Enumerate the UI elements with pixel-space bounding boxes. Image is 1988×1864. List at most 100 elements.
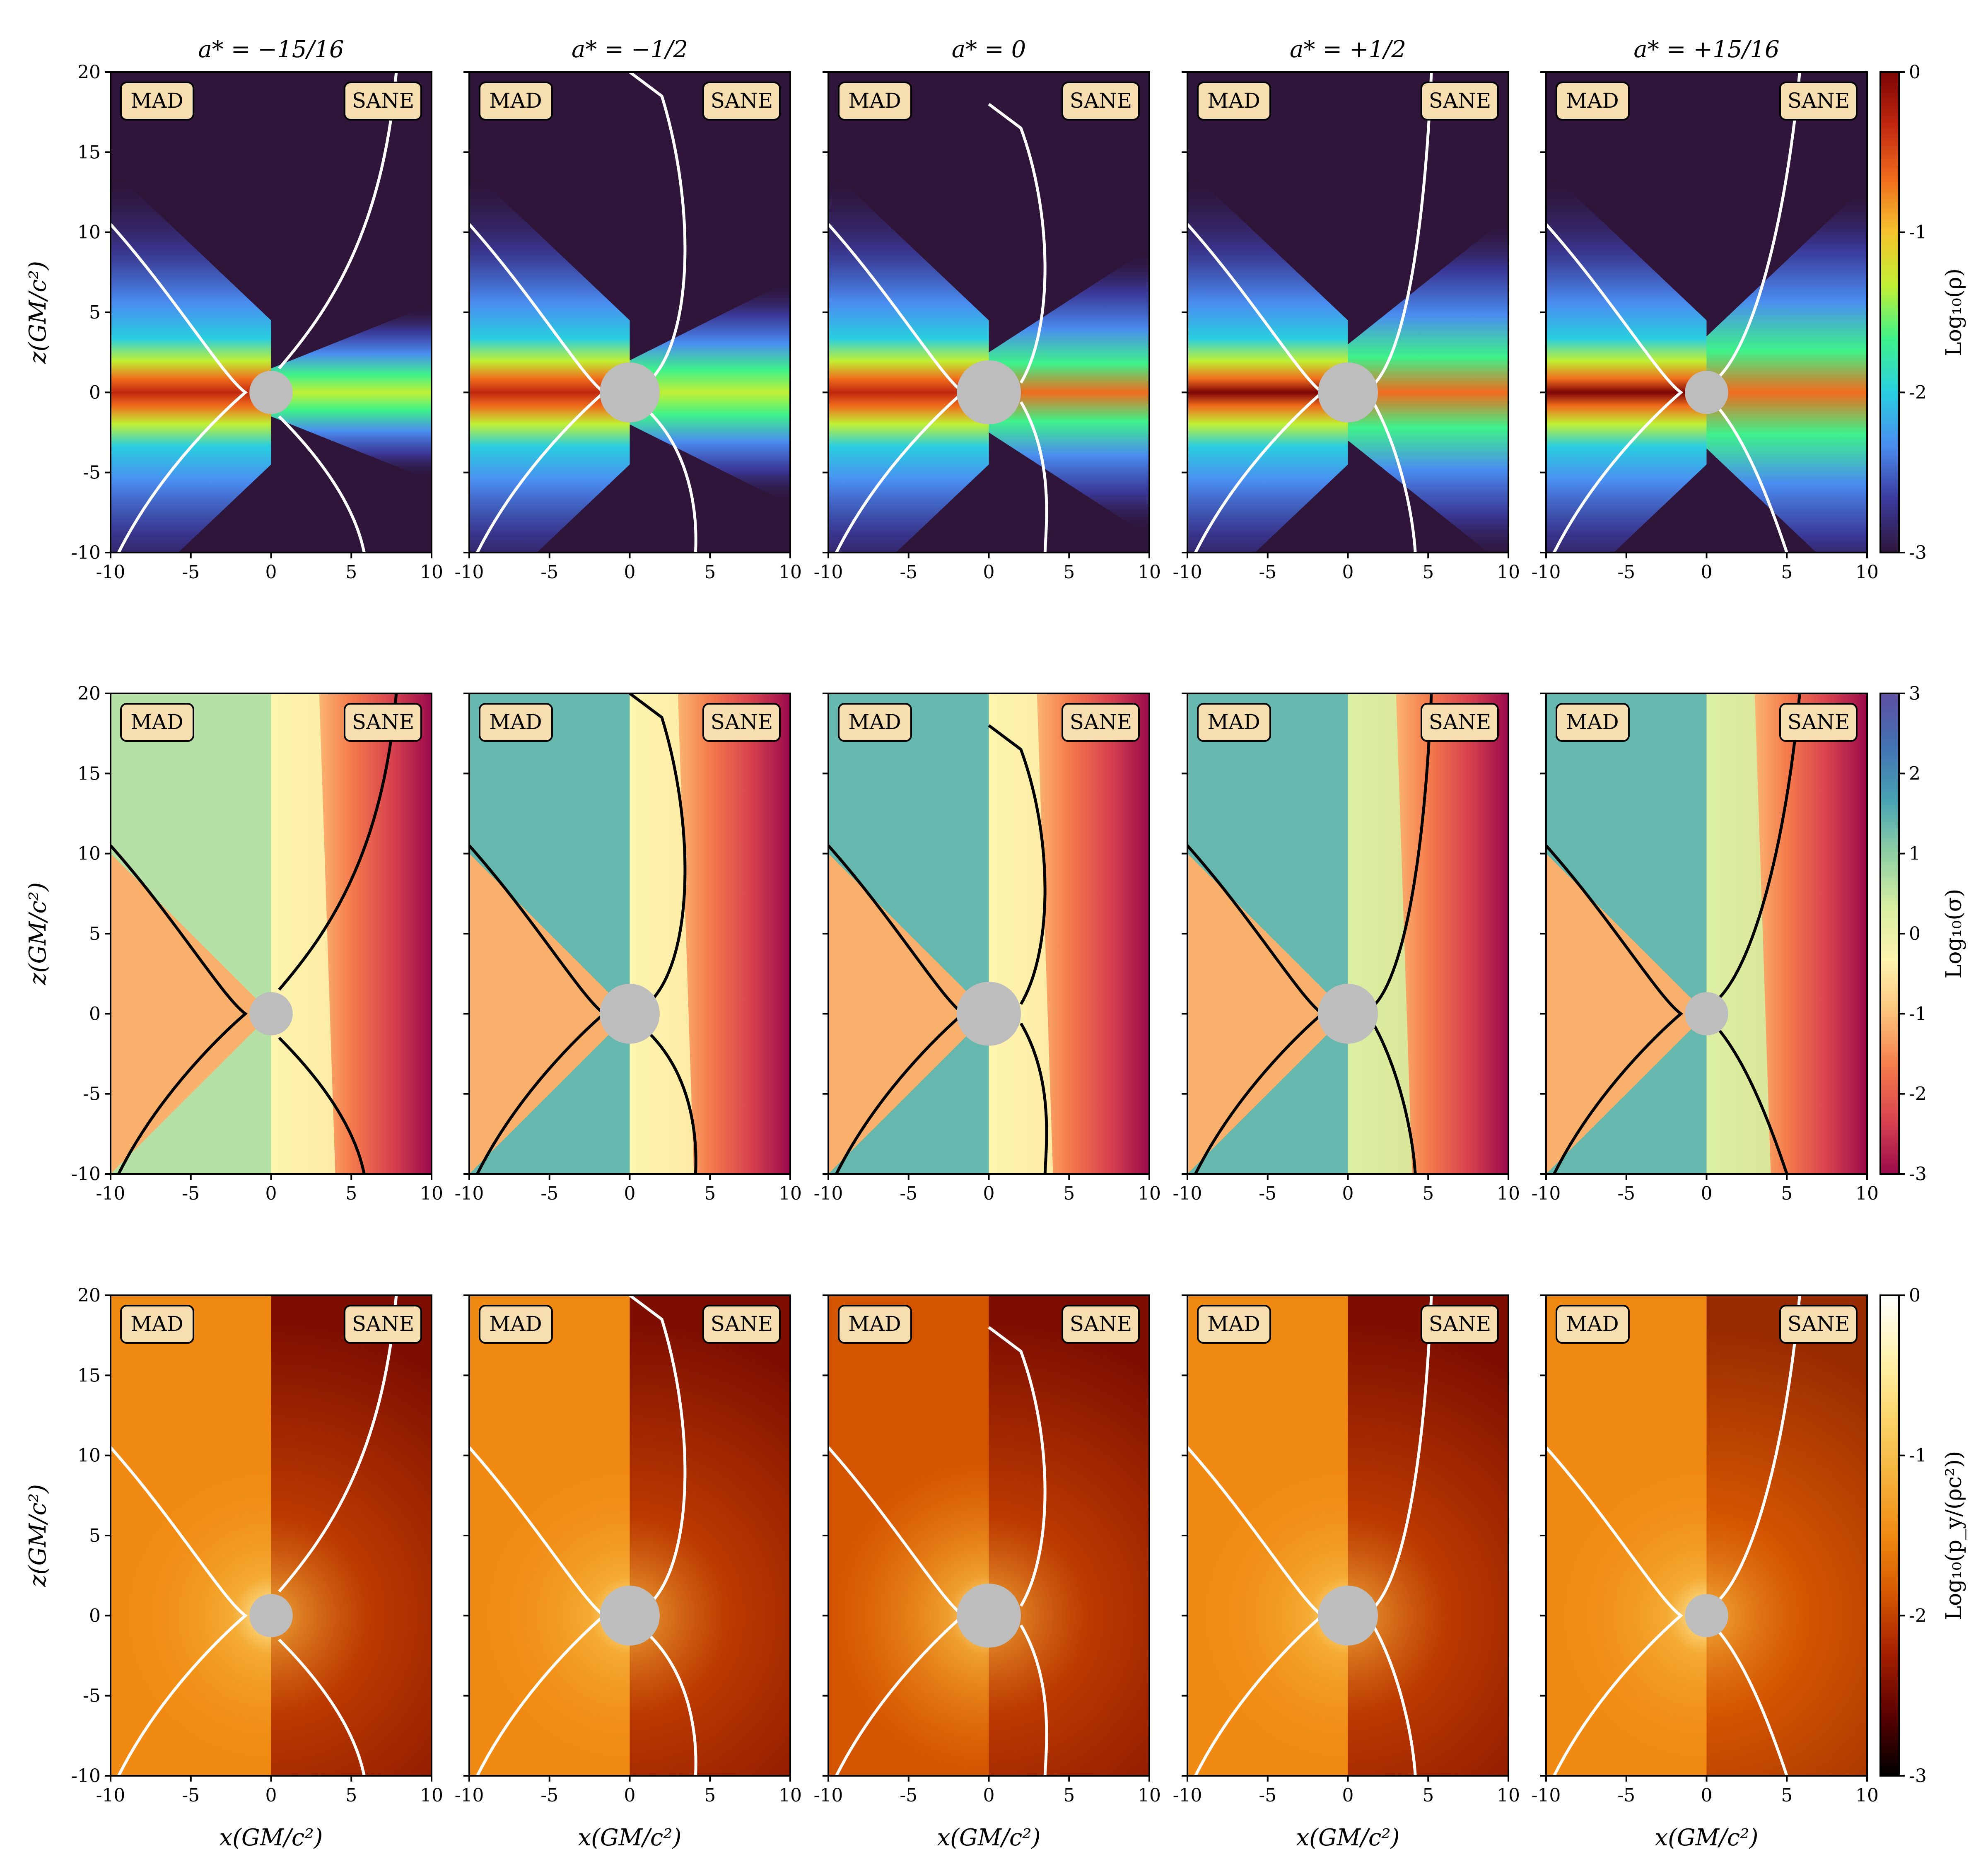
x-tick-label: 0 bbox=[265, 562, 277, 583]
black-hole-horizon bbox=[249, 371, 293, 414]
y-tick-label: 5 bbox=[89, 1525, 101, 1546]
colorbar-tick-label: 2 bbox=[1909, 763, 1920, 784]
x-tick-label: 10 bbox=[1855, 562, 1879, 583]
x-tick-label: -10 bbox=[1532, 1785, 1561, 1806]
separatrix-contour-right bbox=[1369, 1295, 1433, 1776]
x-tick-label: 5 bbox=[704, 1785, 716, 1806]
x-tick-label: 10 bbox=[1497, 1785, 1520, 1806]
x-tick-label: -10 bbox=[96, 562, 125, 583]
panel-r2-c1: MAD SANE -10 -5 0 5 10 20 15 10 5 0 -5 -10 bbox=[71, 683, 443, 1204]
sane-tag-label: SANE bbox=[711, 710, 773, 734]
y-tick-label: 20 bbox=[77, 1285, 101, 1306]
mad-tag: MAD bbox=[479, 703, 553, 742]
mad-tag: MAD bbox=[120, 703, 194, 742]
black-hole-horizon bbox=[1685, 992, 1728, 1036]
x-axis-label: x(GM/c²) bbox=[1296, 1824, 1399, 1851]
mad-tag: MAD bbox=[838, 703, 912, 742]
x-tick-label: -5 bbox=[900, 562, 917, 583]
mad-tag-label: MAD bbox=[130, 89, 183, 113]
sane-tag-label: SANE bbox=[1070, 1312, 1132, 1336]
x-tick-label: 5 bbox=[1781, 562, 1793, 583]
panel-r3-c4: MAD SANE -10 -5 0 5 10 bbox=[1173, 1294, 1520, 1806]
sane-tag: SANE bbox=[1421, 82, 1499, 121]
separatrix-contour-right bbox=[278, 693, 398, 1174]
panel-r1-c2: MAD SANE -10 -5 0 5 10 bbox=[455, 71, 802, 583]
separatrix-contour-left bbox=[1546, 1446, 1684, 1776]
x-tick-label: -10 bbox=[96, 1183, 125, 1204]
y-axis-label: z(GM/c²) bbox=[24, 1484, 51, 1587]
separatrix-contour-left bbox=[1546, 845, 1684, 1174]
x-tick-label: -5 bbox=[182, 562, 200, 583]
x-tick-label: -10 bbox=[814, 1785, 843, 1806]
mad-tag-label: MAD bbox=[1207, 710, 1260, 734]
separatrix-contour-left bbox=[1546, 223, 1684, 553]
x-tick-label: -10 bbox=[455, 1183, 484, 1204]
panel-r2-c5: MAD SANE -10 -5 0 5 10 bbox=[1532, 693, 1879, 1204]
panel-r2-c3: MAD SANE -10 -5 0 5 10 bbox=[814, 693, 1161, 1204]
x-axis-label: x(GM/c²) bbox=[578, 1824, 681, 1851]
x-tick-label: -5 bbox=[1617, 562, 1635, 583]
sane-tag-label: SANE bbox=[352, 1312, 415, 1336]
x-tick-label: 5 bbox=[1063, 562, 1075, 583]
y-tick-label: -10 bbox=[71, 1765, 101, 1787]
mad-tag-label: MAD bbox=[130, 710, 183, 734]
sane-tag: SANE bbox=[1779, 82, 1858, 121]
sane-tag: SANE bbox=[702, 82, 781, 121]
x-tick-label: 5 bbox=[1422, 1785, 1434, 1806]
mad-tag: MAD bbox=[479, 82, 553, 121]
y-tick-label: -5 bbox=[83, 1084, 101, 1105]
separatrix-contour-left bbox=[111, 1446, 248, 1776]
black-hole-horizon bbox=[957, 982, 1021, 1046]
x-tick-label: 10 bbox=[1497, 562, 1520, 583]
x-tick-label: -5 bbox=[182, 1785, 200, 1806]
x-tick-label: -5 bbox=[1259, 1183, 1276, 1204]
colorbar-tick-label: -1 bbox=[1909, 1445, 1927, 1466]
mad-tag: MAD bbox=[1197, 82, 1271, 121]
mad-tag-label: MAD bbox=[1566, 89, 1619, 113]
x-tick-label: 0 bbox=[624, 1183, 636, 1204]
column-title: a* = +15/16 bbox=[1633, 36, 1779, 63]
colorbar-label: Log₁₀(p_y/(ρc²)) bbox=[1942, 1451, 1966, 1620]
mad-tag-label: MAD bbox=[130, 1312, 183, 1336]
panel-r2-c2: MAD SANE -10 -5 0 5 10 bbox=[455, 693, 802, 1204]
separatrix-contour-right bbox=[988, 724, 1048, 1174]
y-tick-label: 10 bbox=[77, 1445, 101, 1466]
x-tick-label: -10 bbox=[814, 1183, 843, 1204]
x-tick-label: 0 bbox=[1342, 562, 1354, 583]
y-tick-label: 20 bbox=[77, 683, 101, 704]
black-hole-horizon bbox=[1685, 1594, 1728, 1637]
colorbar-tick-label: -3 bbox=[1909, 1765, 1927, 1787]
y-tick-label: 15 bbox=[77, 1365, 101, 1386]
x-tick-label: 0 bbox=[624, 1785, 636, 1806]
column-title: a* = 0 bbox=[952, 36, 1026, 63]
mad-tag: MAD bbox=[1556, 82, 1630, 121]
y-tick-label: 10 bbox=[77, 843, 101, 864]
separatrix-contour-right bbox=[1369, 693, 1433, 1174]
separatrix-contour-right bbox=[278, 1295, 398, 1776]
black-hole-horizon bbox=[600, 362, 660, 423]
mad-tag-label: MAD bbox=[1566, 1312, 1619, 1336]
sane-tag-label: SANE bbox=[711, 89, 773, 113]
x-tick-label: 0 bbox=[265, 1785, 277, 1806]
x-tick-label: 5 bbox=[1781, 1785, 1793, 1806]
colorbar-tick-label: 0 bbox=[1909, 923, 1920, 944]
colorbar-tick-label: 0 bbox=[1909, 62, 1920, 83]
black-hole-horizon bbox=[600, 1586, 660, 1646]
sane-tag-label: SANE bbox=[352, 710, 415, 734]
x-tick-label: 0 bbox=[1342, 1183, 1354, 1204]
panel-r1-c4: MAD SANE -10 -5 0 5 10 bbox=[1173, 71, 1520, 583]
sane-tag: SANE bbox=[1779, 1305, 1858, 1344]
x-tick-label: -5 bbox=[1617, 1785, 1635, 1806]
panel-r3-c5: MAD SANE -10 -5 0 5 10 bbox=[1532, 1294, 1879, 1806]
x-tick-label: 10 bbox=[1855, 1785, 1879, 1806]
mad-tag: MAD bbox=[1556, 703, 1630, 742]
sane-tag: SANE bbox=[344, 82, 422, 121]
black-hole-horizon bbox=[600, 984, 660, 1044]
x-tick-label: 5 bbox=[1063, 1785, 1075, 1806]
colorbar-row2: 3 2 1 0 -1 -2 -3 Log₁₀(σ) bbox=[1879, 683, 1966, 1185]
sane-tag: SANE bbox=[1421, 1305, 1499, 1344]
x-tick-label: 5 bbox=[345, 1183, 357, 1204]
x-tick-label: -10 bbox=[1173, 1183, 1202, 1204]
x-tick-label: 10 bbox=[779, 562, 802, 583]
